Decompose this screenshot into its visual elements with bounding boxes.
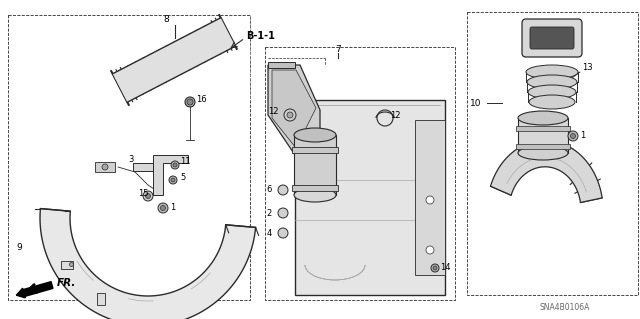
Text: 4: 4 <box>267 228 272 238</box>
Text: 14: 14 <box>440 263 451 272</box>
Circle shape <box>143 191 153 201</box>
Circle shape <box>287 112 293 118</box>
Polygon shape <box>516 126 570 131</box>
Circle shape <box>433 266 437 270</box>
Circle shape <box>158 203 168 213</box>
Circle shape <box>173 163 177 167</box>
Polygon shape <box>133 163 153 171</box>
Circle shape <box>278 228 288 238</box>
Polygon shape <box>153 155 188 195</box>
Circle shape <box>278 185 288 195</box>
Polygon shape <box>294 135 336 195</box>
Circle shape <box>187 99 193 105</box>
Ellipse shape <box>518 111 568 125</box>
Polygon shape <box>292 147 338 153</box>
Circle shape <box>568 131 578 141</box>
Ellipse shape <box>518 146 568 160</box>
Polygon shape <box>272 70 316 148</box>
Text: FR.: FR. <box>57 278 76 288</box>
Circle shape <box>70 263 74 266</box>
Circle shape <box>169 176 177 184</box>
Text: 10: 10 <box>470 99 481 108</box>
Circle shape <box>426 246 434 254</box>
Text: 2: 2 <box>267 209 272 218</box>
Text: B-1-1: B-1-1 <box>246 31 275 41</box>
Polygon shape <box>415 120 445 275</box>
Text: 12: 12 <box>390 110 401 120</box>
Text: 16: 16 <box>196 95 207 105</box>
Polygon shape <box>61 261 74 269</box>
Polygon shape <box>268 62 295 68</box>
Polygon shape <box>268 65 320 155</box>
Text: 13: 13 <box>582 63 593 72</box>
Text: 1: 1 <box>170 203 175 211</box>
Text: 9: 9 <box>16 243 22 253</box>
Circle shape <box>171 178 175 182</box>
FancyArrow shape <box>16 282 53 298</box>
Text: 12: 12 <box>268 108 278 116</box>
Ellipse shape <box>529 95 575 109</box>
Polygon shape <box>516 144 570 149</box>
FancyBboxPatch shape <box>522 19 582 57</box>
Circle shape <box>431 264 439 272</box>
Text: 15: 15 <box>138 189 148 198</box>
Text: 11: 11 <box>180 158 191 167</box>
Polygon shape <box>292 185 338 191</box>
Ellipse shape <box>528 85 576 99</box>
Text: 7: 7 <box>335 46 341 55</box>
Text: 8: 8 <box>163 16 169 25</box>
Text: 6: 6 <box>267 186 272 195</box>
Ellipse shape <box>294 128 336 142</box>
Polygon shape <box>295 100 445 295</box>
Ellipse shape <box>527 75 577 89</box>
Circle shape <box>161 205 166 211</box>
Circle shape <box>171 161 179 169</box>
Ellipse shape <box>294 188 336 202</box>
Circle shape <box>570 133 575 138</box>
FancyBboxPatch shape <box>530 27 574 49</box>
Polygon shape <box>97 293 105 305</box>
Polygon shape <box>95 162 115 172</box>
Text: SNA4B0106A: SNA4B0106A <box>540 303 590 313</box>
Circle shape <box>185 97 195 107</box>
Circle shape <box>284 109 296 121</box>
Ellipse shape <box>526 65 578 79</box>
Circle shape <box>426 196 434 204</box>
Circle shape <box>145 194 150 198</box>
Circle shape <box>102 164 108 170</box>
Circle shape <box>278 208 288 218</box>
Polygon shape <box>518 118 568 153</box>
Text: 3: 3 <box>128 155 133 165</box>
Polygon shape <box>490 140 602 203</box>
Polygon shape <box>40 209 255 319</box>
Text: 5: 5 <box>180 174 185 182</box>
Text: 1: 1 <box>580 131 585 140</box>
Polygon shape <box>113 18 236 102</box>
